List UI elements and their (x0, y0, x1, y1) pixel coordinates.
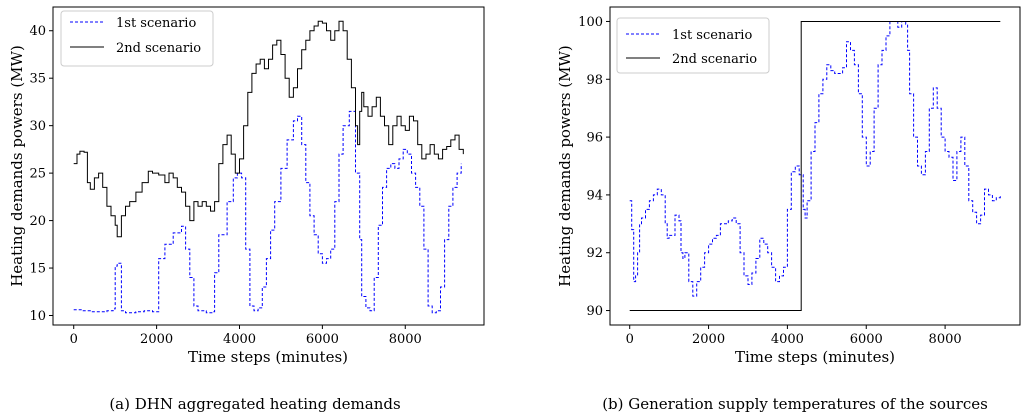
y-axis-ticks: 10 15 20 25 30 35 40 (29, 24, 53, 324)
x-tick-label: 6000 (850, 332, 883, 347)
x-axis-label: Time steps (minutes) (188, 348, 348, 366)
legend-box (60, 10, 214, 67)
x-tick-label: 4000 (223, 332, 256, 347)
x-axis-ticks: 0 2000 4000 6000 8000 (70, 325, 422, 347)
y-tick-label: 100 (578, 15, 603, 30)
y-tick-label: 20 (29, 214, 46, 229)
series-line-1st-scenario (629, 21, 1001, 297)
legend-label-1st-scenario: 1st scenario (672, 28, 752, 43)
x-tick-label: 8000 (929, 332, 962, 347)
series-line-2nd-scenario (73, 20, 464, 238)
legend-label-1st-scenario: 1st scenario (116, 16, 196, 31)
y-tick-label: 40 (29, 24, 46, 39)
y-axis-label: Heating demands powers (MW) (8, 45, 26, 287)
y-tick-label: 92 (586, 246, 603, 261)
x-axis-ticks: 0 2000 4000 6000 8000 (626, 325, 962, 347)
legend-label-2nd-scenario: 2nd scenario (116, 41, 201, 56)
x-tick-label: 6000 (306, 332, 339, 347)
plot-frame (52, 6, 485, 326)
x-axis-label: Time steps (minutes) (735, 348, 895, 366)
x-tick-label: 0 (70, 332, 78, 347)
legend: 1st scenario 2nd scenario (60, 10, 214, 67)
y-tick-label: 10 (29, 309, 46, 324)
y-tick-label: 96 (586, 131, 603, 146)
x-tick-label: 8000 (389, 332, 422, 347)
series-line-1st-scenario (73, 110, 462, 314)
plot-frame (609, 6, 1021, 326)
legend-label-2nd-scenario: 2nd scenario (672, 52, 757, 67)
chart-caption: (a) DHN aggregated heating demands (109, 395, 400, 413)
series-layer (73, 20, 464, 314)
y-tick-label: 98 (586, 73, 603, 88)
legend: 1st scenario 2nd scenario (616, 17, 770, 74)
y-tick-label: 94 (586, 188, 603, 203)
series-layer (629, 21, 1001, 311)
x-tick-label: 4000 (771, 332, 804, 347)
chart-caption: (b) Generation supply temperatures of th… (602, 395, 988, 413)
y-tick-label: 35 (29, 72, 46, 87)
chart-aggregated-heating-demands: 0 2000 4000 6000 8000 10 15 20 25 30 35 40 Time st… (8, 6, 485, 413)
y-tick-label: 90 (586, 304, 603, 319)
y-tick-label: 15 (29, 262, 46, 277)
series-line-2nd-scenario (629, 21, 1001, 311)
x-tick-label: 2000 (140, 332, 173, 347)
y-axis-label: Heating demands powers (MW) (556, 45, 574, 287)
x-tick-label: 2000 (692, 332, 725, 347)
y-tick-label: 25 (29, 167, 46, 182)
x-tick-label: 0 (626, 332, 634, 347)
chart-generation-supply-temperatures: 0 2000 4000 6000 8000 90 92 94 96 98 100 Time ste… (556, 6, 1021, 413)
y-tick-label: 30 (29, 119, 46, 134)
y-axis-ticks: 90 92 94 96 98 100 (578, 15, 610, 319)
legend-box (616, 17, 770, 74)
